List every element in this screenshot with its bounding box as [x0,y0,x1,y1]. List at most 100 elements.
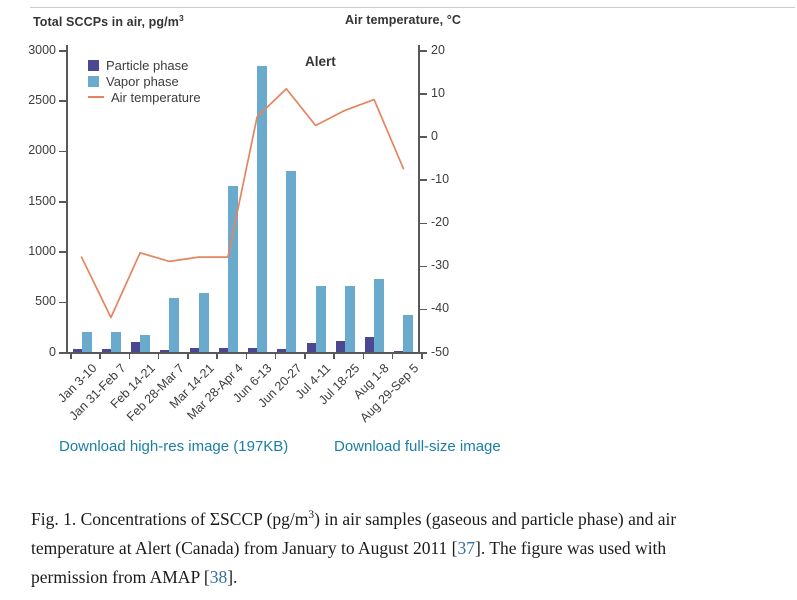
download-full-size-link[interactable]: Download full-size image [334,438,501,455]
left-axis-line [66,45,68,353]
superscript-3: 3 [178,13,184,23]
sccp-air-temperature-chart: Total SCCPs in air, pg/m3 Air temperatur… [28,13,461,425]
right-axis-tick [419,179,427,181]
superscript-3: 3 [308,509,315,522]
reference-37-link[interactable]: 37 [457,538,476,558]
right-axis-tick-label: -20 [431,215,450,230]
right-axis-tick [419,265,427,268]
legend-item-vapor-phase: Vapor phase [88,73,201,89]
x-axis-tick [274,353,277,359]
left-axis-title: Total SCCPs in air, pg/m3 [33,13,184,30]
air-temperature-line [80,87,405,319]
caption-line-3: permission from AMAP [38]. [31,563,776,592]
top-divider [30,7,795,8]
bar-particle-phase [306,342,316,352]
bar-particle-phase [131,341,141,352]
bar-vapor-phase [374,278,385,352]
bar-vapor-phase [286,170,297,352]
bar-vapor-phase [403,314,414,352]
x-axis-tick [187,353,189,359]
left-axis-tick [59,251,66,253]
caption-text: ]. The figure was used with [475,538,667,558]
bar-vapor-phase [227,185,238,352]
right-axis-tick-label: -10 [431,171,450,186]
caption-text: permission from AMAP [ [31,567,210,587]
caption-text: ) in air samples (gaseous and particle p… [314,509,677,529]
x-axis-tick [128,353,130,359]
right-axis-title: Air temperature, °C [345,13,461,27]
legend-item-air-temperature: Air temperature [88,89,201,105]
bar-particle-phase [189,347,199,352]
x-axis-tick [99,353,101,359]
y-axis-tick-label: 2000 [28,143,56,158]
vapor-phase-swatch-icon [88,75,99,87]
right-axis-tick [419,222,427,225]
y-axis-tick-label: 3000 [28,42,56,57]
bar-particle-phase [160,349,170,352]
legend-item-particle-phase: Particle phase [88,57,201,73]
bar-vapor-phase [169,297,180,352]
chart-title: Alert [305,54,336,69]
bar-vapor-phase [315,285,326,352]
bar-vapor-phase [198,292,209,352]
caption-text: temperature at Alert (Canada) from Janua… [31,538,458,558]
left-axis-tick [59,301,66,304]
left-axis-tick [59,150,66,153]
air-temperature-line-swatch-icon [88,95,104,99]
x-axis-tick [245,353,247,359]
y-axis-tick-label: 1500 [28,193,56,208]
right-axis-tick [419,93,427,95]
right-axis-tick-label: 10 [431,85,445,100]
bar-particle-phase [248,347,258,352]
x-axis-tick [421,353,423,359]
bar-vapor-phase [257,66,268,352]
bar-particle-phase [394,350,404,352]
caption-line-1: Fig. 1. Concentrations of ΣSCCP (pg/m3) … [31,505,776,534]
right-axis-tick-label: 20 [431,42,445,57]
bar-vapor-phase [140,334,151,352]
x-axis-tick [391,353,394,359]
x-axis-tick [362,353,364,359]
right-axis-tick-label: -40 [431,301,450,316]
right-axis-tick-label: -50 [431,344,450,359]
legend-label-air-temperature: Air temperature [111,89,201,105]
x-axis-tick [70,353,72,359]
x-axis-tick [157,353,160,359]
bar-particle-phase [101,348,111,352]
x-axis-tick [333,353,335,359]
bar-particle-phase [335,340,345,352]
right-axis-tick-label: -30 [431,258,450,273]
bar-vapor-phase [344,286,355,352]
left-axis-tick [59,201,66,203]
bar-vapor-phase [81,331,92,352]
legend-label-vapor-phase: Vapor phase [106,73,179,89]
legend-label-particle-phase: Particle phase [106,57,189,73]
chart-legend: Particle phase Vapor phase Air temperatu… [88,57,201,105]
y-axis-tick-label: 2500 [28,92,56,107]
x-axis-tick [304,353,306,359]
right-axis-line [418,45,420,353]
download-high-res-link[interactable]: Download high-res image (197KB) [59,438,289,455]
bar-particle-phase [218,347,228,352]
bar-vapor-phase [110,331,121,352]
bar-particle-phase [277,348,287,352]
bar-particle-phase [365,337,375,352]
right-axis-tick [419,308,427,311]
y-axis-tick-label: 1000 [28,243,56,258]
x-axis-tick [216,353,218,359]
right-axis-tick [419,50,427,52]
reference-38-link[interactable]: 38 [209,567,228,587]
y-axis-tick-label: 500 [35,294,56,309]
right-axis-tick [419,136,427,138]
figure-caption: Fig. 1. Concentrations of ΣSCCP (pg/m3) … [31,505,776,592]
caption-text: ]. [227,567,238,587]
x-axis-line [66,352,425,354]
left-axis-tick [59,352,66,354]
y-axis-tick-label: 0 [49,344,56,359]
left-axis-tick [59,50,66,52]
caption-line-2: temperature at Alert (Canada) from Janua… [31,534,776,563]
particle-phase-swatch-icon [88,59,99,71]
caption-text: Fig. 1. Concentrations of ΣSCCP (pg/m [31,509,309,529]
right-axis-tick-label: 0 [431,128,438,143]
